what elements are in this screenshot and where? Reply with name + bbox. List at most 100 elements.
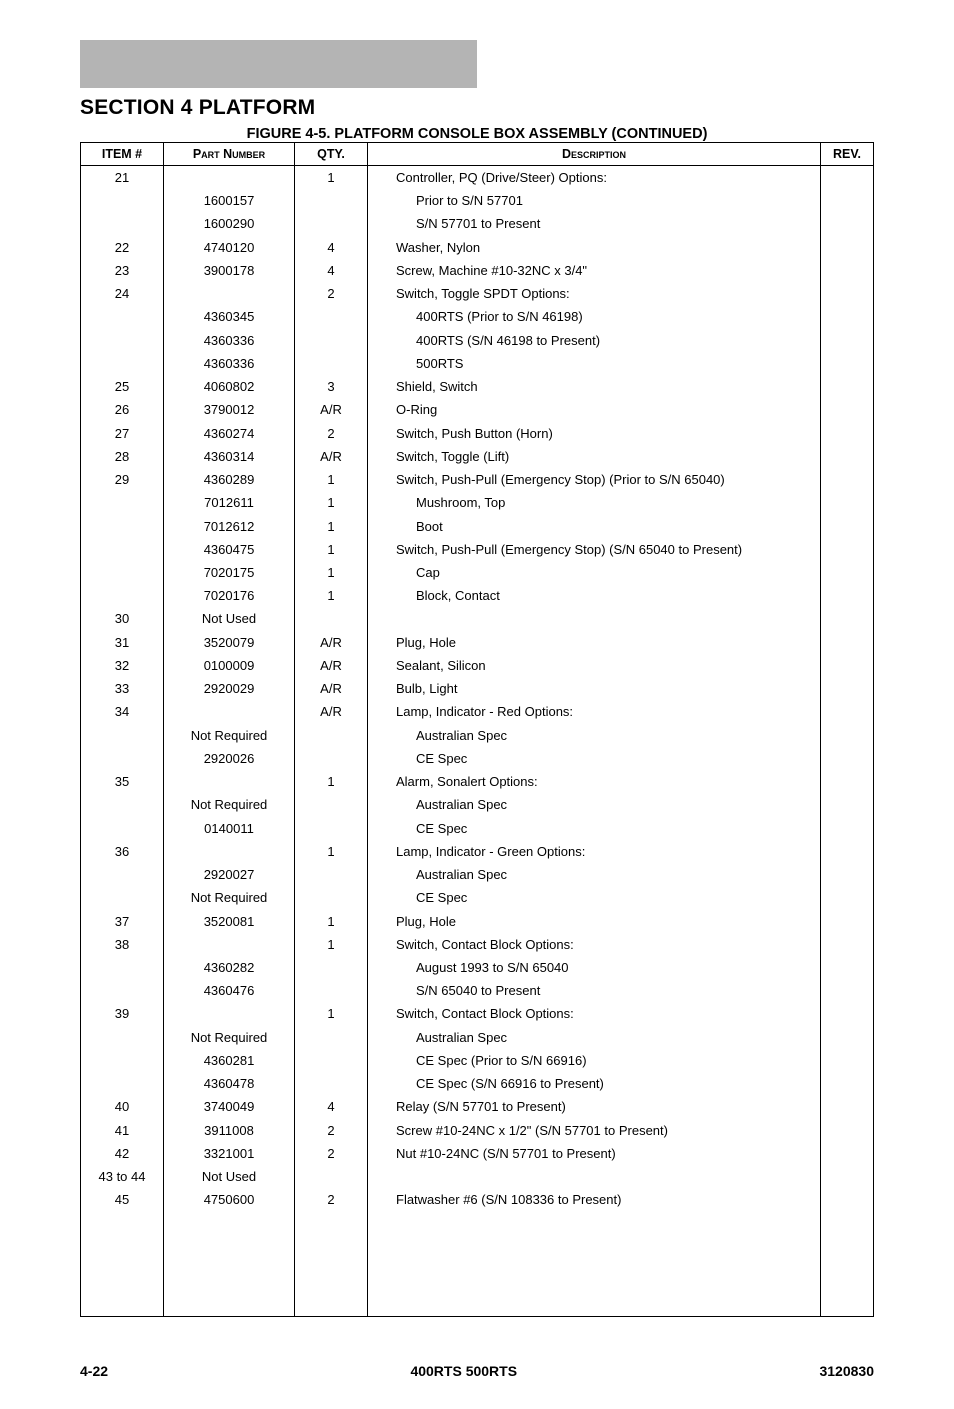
cell-desc: CE Spec (Prior to S/N 66916) [368,1049,821,1072]
cell-rev [821,1119,874,1142]
spacer-cell [821,1212,874,1317]
parts-table-body: 211Controller, PQ (Drive/Steer) Options:… [81,166,874,1317]
cell-desc: CE Spec [368,747,821,770]
cell-desc: Bulb, Light [368,677,821,700]
table-row: Not RequiredAustralian Spec [81,1026,874,1049]
table-row: 4547506002Flatwasher #6 (S/N 108336 to P… [81,1188,874,1211]
cell-desc: Switch, Toggle (Lift) [368,445,821,468]
cell-part: 3520079 [164,631,295,654]
cell-rev [821,1188,874,1211]
cell-desc: Flatwasher #6 (S/N 108336 to Present) [368,1188,821,1211]
cell-part: 4750600 [164,1188,295,1211]
cell-desc: Shield, Switch [368,375,821,398]
cell-item [81,886,164,909]
table-row: 4360336400RTS (S/N 46198 to Present) [81,329,874,352]
cell-item: 37 [81,910,164,933]
cell-rev [821,700,874,723]
cell-item: 38 [81,933,164,956]
cell-rev [821,886,874,909]
cell-qty: A/R [295,445,368,468]
cell-qty: 2 [295,1142,368,1165]
parts-table: ITEM # Part Number QTY. Description REV.… [80,142,874,1317]
header-gray-block [80,40,477,88]
cell-part [164,1002,295,1025]
cell-part: 2920026 [164,747,295,770]
cell-rev [821,770,874,793]
cell-part: 7012612 [164,515,295,538]
cell-part: 0100009 [164,654,295,677]
col-header-rev: REV. [821,143,874,166]
table-row: 313520079A/RPlug, Hole [81,631,874,654]
table-row: Not Required Australian Spec [81,724,874,747]
cell-part: 7020175 [164,561,295,584]
table-row: 3735200811Plug, Hole [81,910,874,933]
page: SECTION 4 PLATFORM FIGURE 4-5. PLATFORM … [0,0,954,1409]
table-row: 320100009A/RSealant, Silicon [81,654,874,677]
cell-qty [295,956,368,979]
cell-rev [821,422,874,445]
cell-rev [821,515,874,538]
cell-rev [821,236,874,259]
table-row: 30Not Used [81,607,874,630]
cell-item: 39 [81,1002,164,1025]
cell-desc: Australian Spec [368,724,821,747]
cell-part: 3900178 [164,259,295,282]
cell-item: 34 [81,700,164,723]
cell-item [81,817,164,840]
cell-rev [821,538,874,561]
cell-desc: O-Ring [368,398,821,421]
cell-item [81,189,164,212]
table-row: 2339001784Screw, Machine #10-32NC x 3/4" [81,259,874,282]
table-row: 0140011CE Spec [81,817,874,840]
cell-qty: 4 [295,1095,368,1118]
cell-desc: Screw #10-24NC x 1/2" (S/N 57701 to Pres… [368,1119,821,1142]
cell-item: 26 [81,398,164,421]
cell-part: Not Required [164,886,295,909]
cell-qty [295,1049,368,1072]
cell-item [81,491,164,514]
table-row: 2247401204Washer, Nylon [81,236,874,259]
table-row: 43604751Switch, Push-Pull (Emergency Sto… [81,538,874,561]
col-header-part: Part Number [164,143,295,166]
table-row: 4139110082Screw #10-24NC x 1/2" (S/N 577… [81,1119,874,1142]
table-row: 70201761Block, Contact [81,584,874,607]
cell-qty: 1 [295,166,368,190]
cell-part: Not Required [164,724,295,747]
cell-qty [295,863,368,886]
cell-item: 35 [81,770,164,793]
cell-qty [295,747,368,770]
cell-qty: A/R [295,677,368,700]
cell-qty [295,329,368,352]
cell-item: 36 [81,840,164,863]
cell-qty: A/R [295,631,368,654]
cell-qty [295,793,368,816]
table-row: 381Switch, Contact Block Options: [81,933,874,956]
cell-part: 2920027 [164,863,295,886]
cell-qty [295,189,368,212]
cell-desc: Plug, Hole [368,631,821,654]
cell-qty: 1 [295,538,368,561]
spacer-cell [164,1212,295,1317]
cell-rev [821,1026,874,1049]
cell-desc: Prior to S/N 57701 [368,189,821,212]
cell-part: 4360478 [164,1072,295,1095]
cell-desc: Relay (S/N 57701 to Present) [368,1095,821,1118]
cell-item [81,561,164,584]
cell-desc: Switch, Push Button (Horn) [368,422,821,445]
cell-rev [821,166,874,190]
cell-item [81,212,164,235]
cell-item [81,305,164,328]
spacer-cell [368,1212,821,1317]
cell-item [81,956,164,979]
cell-part [164,770,295,793]
table-row: 34A/RLamp, Indicator - Red Options: [81,700,874,723]
cell-desc: Australian Spec [368,863,821,886]
cell-rev [821,654,874,677]
cell-qty: A/R [295,654,368,677]
cell-rev [821,584,874,607]
cell-qty: A/R [295,398,368,421]
table-row: 4360281CE Spec (Prior to S/N 66916) [81,1049,874,1072]
cell-item: 29 [81,468,164,491]
cell-qty [295,352,368,375]
cell-rev [821,352,874,375]
